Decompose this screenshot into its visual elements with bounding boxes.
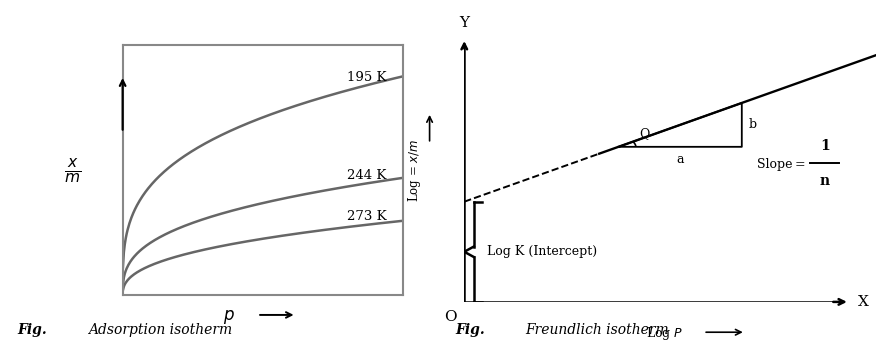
Text: a: a <box>676 153 684 167</box>
Text: 273 K: 273 K <box>347 210 386 223</box>
Text: X: X <box>858 295 868 309</box>
Text: $p$: $p$ <box>223 308 235 327</box>
Text: Fig.: Fig. <box>456 323 485 337</box>
Text: 244 K: 244 K <box>347 169 386 183</box>
Text: Log = $x/m$: Log = $x/m$ <box>406 138 423 202</box>
Text: Log $P$: Log $P$ <box>646 325 683 342</box>
Text: Fig.: Fig. <box>18 323 47 337</box>
Text: Freundlich isotherm: Freundlich isotherm <box>526 323 669 337</box>
Text: b: b <box>749 118 757 132</box>
Text: Slope =: Slope = <box>757 158 809 171</box>
Text: Log K (Intercept): Log K (Intercept) <box>487 245 597 258</box>
Text: Adsorption isotherm: Adsorption isotherm <box>88 323 232 337</box>
Text: n: n <box>820 174 830 188</box>
Text: O: O <box>444 310 456 324</box>
Text: $\frac{x}{m}$: $\frac{x}{m}$ <box>64 155 81 185</box>
Text: 195 K: 195 K <box>347 71 386 84</box>
Text: Y: Y <box>459 16 470 30</box>
Text: 1: 1 <box>820 139 830 153</box>
Text: Q: Q <box>639 127 650 140</box>
